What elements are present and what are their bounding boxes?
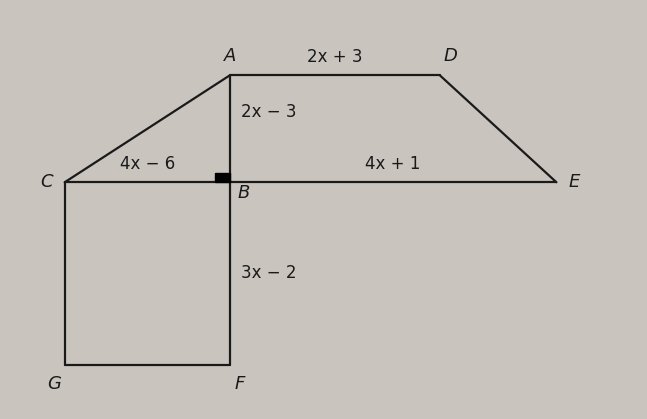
Polygon shape bbox=[215, 173, 230, 182]
Text: 2x + 3: 2x + 3 bbox=[307, 48, 362, 66]
Text: 4x + 1: 4x + 1 bbox=[366, 155, 421, 173]
Text: F: F bbox=[235, 375, 245, 393]
Text: C: C bbox=[40, 173, 53, 191]
Text: 4x − 6: 4x − 6 bbox=[120, 155, 175, 173]
Text: G: G bbox=[47, 375, 61, 393]
Text: 2x − 3: 2x − 3 bbox=[241, 103, 297, 121]
Text: 3x − 2: 3x − 2 bbox=[241, 264, 297, 282]
Text: A: A bbox=[223, 47, 236, 65]
Text: E: E bbox=[568, 173, 580, 191]
Text: B: B bbox=[237, 184, 250, 202]
Text: D: D bbox=[443, 47, 457, 65]
